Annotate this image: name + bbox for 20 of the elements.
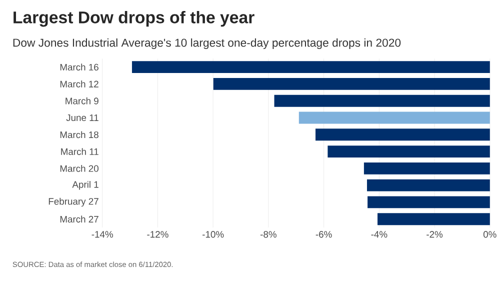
y-tick-label: March 18 bbox=[60, 131, 98, 138]
y-tick-label: April 1 bbox=[72, 180, 98, 190]
y-tick-label: March 11 bbox=[61, 148, 98, 155]
x-tick-label: -8% bbox=[260, 230, 276, 238]
y-tick-label: March 20 bbox=[60, 164, 98, 172]
x-tick-label: -14% bbox=[92, 230, 113, 238]
y-tick-label: June 11 bbox=[66, 114, 98, 121]
y-tick-label: March 12 bbox=[60, 80, 98, 88]
x-tick-label: -10% bbox=[202, 230, 224, 238]
x-tick-label: -6% bbox=[316, 230, 332, 238]
chart-title: Largest Dow drops of the year bbox=[14, 10, 254, 27]
y-tick-label: March 9 bbox=[66, 97, 98, 104]
y-tick-label: February 27 bbox=[48, 198, 98, 207]
x-tick-label: -4% bbox=[371, 230, 388, 238]
x-tick-label: 0% bbox=[483, 230, 496, 238]
x-tick-label: -12% bbox=[147, 230, 168, 238]
y-tick-label: March 16 bbox=[60, 64, 98, 70]
y-tick-label: March 27 bbox=[60, 216, 98, 222]
x-tick-label: -2% bbox=[426, 230, 443, 238]
chart-subtitle: Dow Jones Industrial Average's 10 largest one-day percentage drops in 2020 bbox=[13, 38, 401, 49]
